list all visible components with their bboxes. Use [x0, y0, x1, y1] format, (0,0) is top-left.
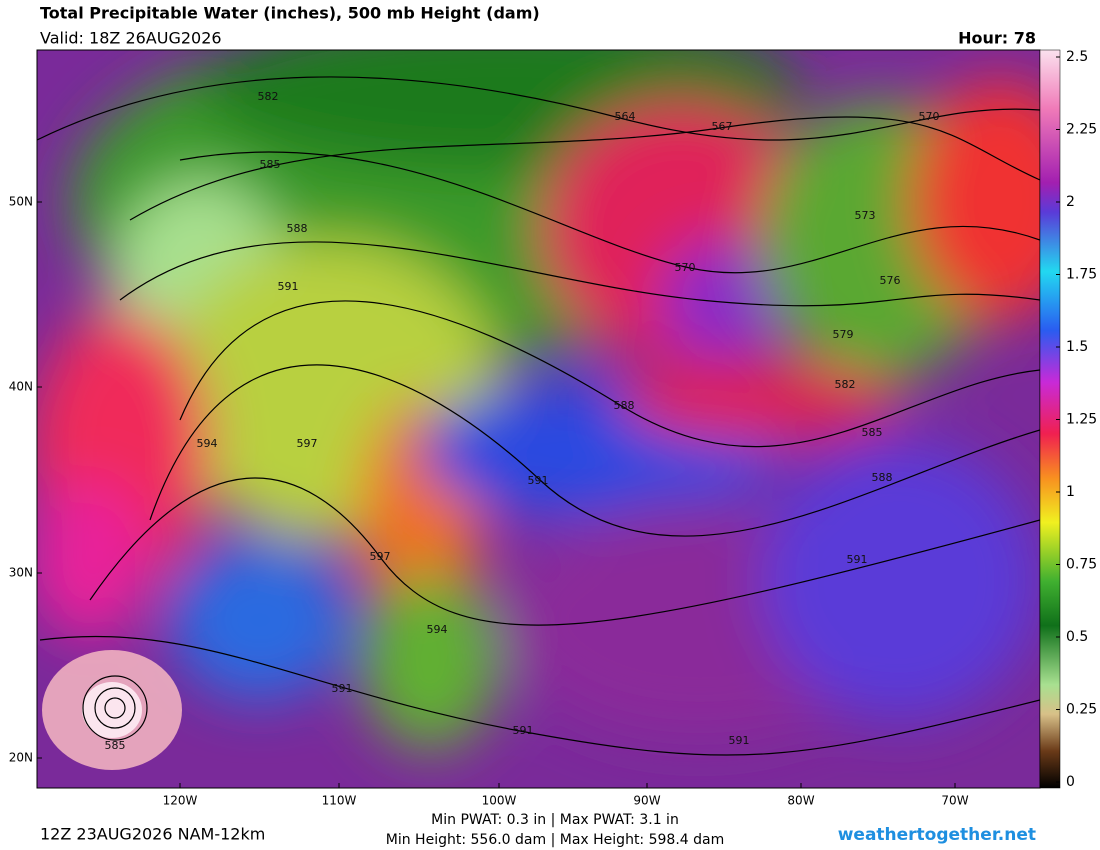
title: Total Precipitable Water (inches), 500 m… — [40, 4, 540, 23]
colorbar-label: 0.5 — [1066, 629, 1088, 645]
colorbar-label: 0.25 — [1066, 702, 1097, 718]
contour-label: 591 — [528, 474, 549, 487]
contour-label: 570 — [675, 261, 696, 274]
colorbar-label: 1.25 — [1066, 412, 1097, 428]
contour-label: 591 — [513, 724, 534, 737]
contour-label: 579 — [833, 328, 854, 341]
contour-label: 594 — [197, 437, 218, 450]
contour-label: 588 — [614, 399, 635, 412]
colorbar-label: 1.5 — [1066, 339, 1088, 355]
lat-label: 20N — [9, 751, 33, 765]
contour-label: 576 — [880, 274, 901, 287]
forecast-hour: Hour: 78 — [958, 29, 1036, 48]
colorbar-label: 1.75 — [1066, 267, 1097, 283]
contour-label: 573 — [855, 209, 876, 222]
colorbar-label: 0.75 — [1066, 557, 1097, 573]
site-credit: weathertogether.net — [838, 825, 1036, 845]
lat-label: 50N — [9, 195, 33, 209]
valid-time: Valid: 18Z 26AUG2026 — [40, 29, 222, 48]
model-run: 12Z 23AUG2026 NAM-12km — [40, 825, 265, 844]
lat-label: 40N — [9, 380, 33, 394]
lon-label: 110W — [322, 794, 357, 808]
contour-label: 588 — [872, 471, 893, 484]
contour-label: 591 — [729, 734, 750, 747]
pwat-field — [37, 50, 1040, 788]
contour-label: 597 — [370, 550, 391, 563]
colorbar-label: 2 — [1066, 194, 1075, 210]
contour-label: 585 — [260, 158, 281, 171]
contour-label: 570 — [919, 110, 940, 123]
lon-label: 70W — [941, 794, 968, 808]
height-stats: Min Height: 556.0 dam | Max Height: 598.… — [386, 832, 724, 848]
colorbar-label: 0 — [1066, 774, 1075, 790]
contour-label: 591 — [332, 682, 353, 695]
colorbar-label: 2.25 — [1066, 122, 1097, 138]
contour-label: 588 — [287, 222, 308, 235]
contour-label: 582 — [258, 90, 279, 103]
contour-label: 585 — [105, 739, 126, 752]
contour-label: 585 — [862, 426, 883, 439]
contour-label: 567 — [712, 120, 733, 133]
lon-label: 90W — [633, 794, 660, 808]
colorbar-label: 1 — [1066, 484, 1075, 500]
contour-label: 591 — [847, 553, 868, 566]
lon-label: 80W — [787, 794, 814, 808]
contour-label: 591 — [278, 280, 299, 293]
lat-label: 30N — [9, 566, 33, 580]
contour-label: 594 — [427, 623, 448, 636]
pwat-stats: Min PWAT: 0.3 in | Max PWAT: 3.1 in — [431, 812, 679, 828]
colorbar-label: 2.5 — [1066, 49, 1088, 65]
lon-label: 100W — [482, 794, 517, 808]
contour-label: 564 — [615, 110, 636, 123]
lon-label: 120W — [163, 794, 198, 808]
contour-label: 597 — [297, 437, 318, 450]
contour-label: 582 — [835, 378, 856, 391]
